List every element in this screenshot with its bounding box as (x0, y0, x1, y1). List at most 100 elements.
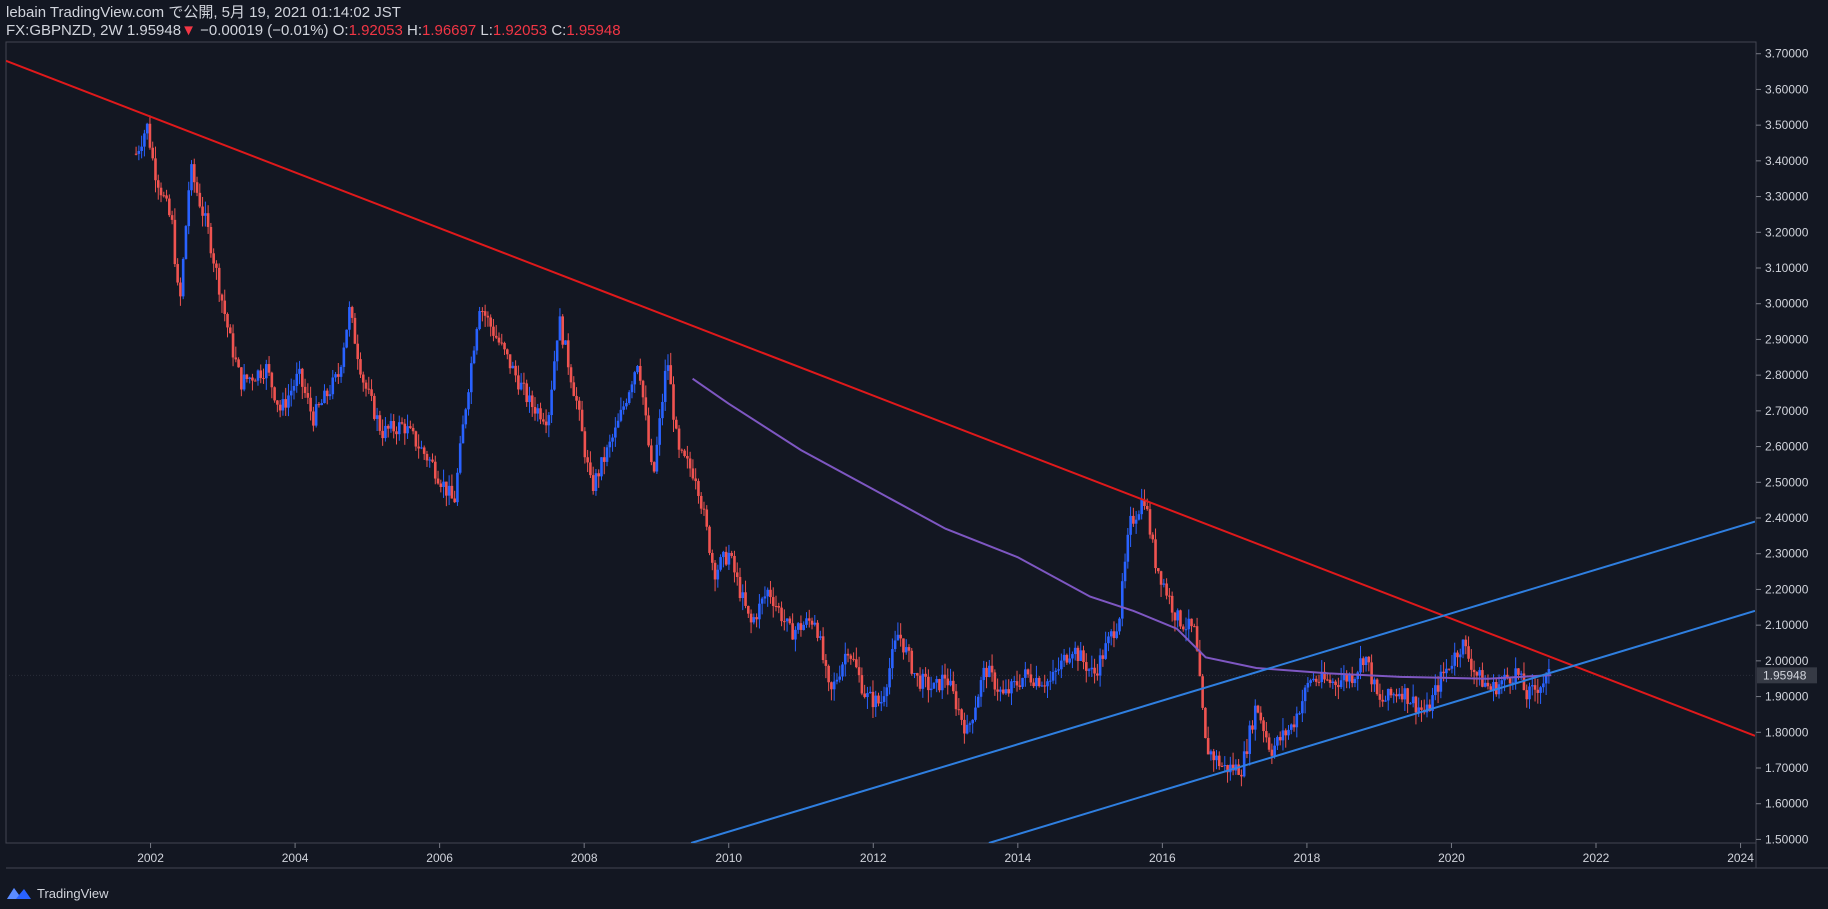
candle-body (176, 264, 179, 283)
candle-body (935, 679, 938, 683)
candle-body (320, 403, 323, 406)
candle-body (528, 395, 531, 403)
candle-body (824, 660, 828, 666)
candle-body (1143, 499, 1146, 506)
candle-body (240, 367, 243, 390)
candle-body (353, 317, 357, 344)
high-label: H: (406, 22, 422, 39)
candle-body (1359, 658, 1362, 673)
last-price: 1.95948 (126, 22, 182, 39)
y-tick-label: 1.70000 (1765, 761, 1809, 775)
candle-body (314, 404, 318, 426)
candle-body (1486, 682, 1490, 687)
candle-body (1301, 701, 1304, 714)
candle-body (1165, 583, 1168, 596)
candle-body (1240, 774, 1243, 777)
candle-body (783, 621, 786, 623)
candle-body (1364, 656, 1368, 666)
candle-body (644, 397, 648, 416)
candle-body (198, 192, 202, 207)
candle-body (262, 378, 265, 380)
candle-body (661, 401, 664, 419)
candle-body (627, 392, 631, 403)
candle-body (1248, 725, 1252, 754)
candle-body (1445, 668, 1448, 674)
candle-body (1475, 672, 1479, 676)
candle-body (1024, 669, 1027, 678)
candle-body (841, 664, 844, 677)
candle-body (1073, 647, 1077, 655)
candle-body (555, 340, 559, 362)
candle-body (195, 182, 199, 193)
candle-body (1148, 509, 1152, 535)
candle-body (1217, 755, 1221, 767)
candle-body (1137, 514, 1141, 520)
candle-body (608, 441, 612, 448)
candle-body (1494, 681, 1498, 695)
candle-body (505, 349, 509, 355)
candle-body (1184, 629, 1188, 631)
candle-body (807, 618, 811, 621)
candle-body (536, 408, 540, 414)
candle-body (1098, 655, 1102, 676)
candle-body (1193, 626, 1196, 628)
candle-body (666, 365, 670, 371)
candle-body (561, 316, 565, 345)
candle-body (234, 357, 238, 360)
candle-body (927, 676, 930, 691)
candle-body (730, 552, 733, 556)
candle-body (431, 459, 434, 462)
candle-body (361, 374, 365, 383)
candle-body (1320, 671, 1324, 683)
footer-brand: TradingView (37, 885, 109, 901)
candle-body (949, 680, 952, 686)
candles (134, 115, 1551, 787)
candle-body (420, 447, 423, 449)
candle-body (871, 691, 875, 708)
candle-body (830, 682, 833, 690)
candle-body (1450, 665, 1454, 669)
candle-body (539, 408, 542, 420)
candle-body (298, 368, 301, 374)
candle-body (1373, 679, 1376, 685)
candle-body (273, 387, 276, 401)
candle-body (586, 457, 589, 463)
candle-body (968, 723, 972, 725)
candle-body (447, 485, 451, 496)
candle-body (952, 680, 955, 692)
candle-body (1395, 694, 1398, 697)
candle-body (511, 365, 515, 369)
candle-body (334, 374, 337, 378)
candle-body (575, 395, 578, 401)
candle-body (287, 395, 290, 408)
candle-body (359, 359, 362, 375)
candle-body (1483, 682, 1487, 687)
low-label: L: (480, 22, 493, 39)
candle-body (1323, 671, 1326, 680)
candle-body (1273, 745, 1276, 756)
candle-body (1295, 713, 1299, 728)
candle-body (542, 419, 545, 422)
candle-body (904, 647, 908, 653)
candle-body (1511, 682, 1515, 684)
candle-body (1129, 515, 1132, 535)
candle-body (616, 420, 620, 428)
tradingview-footer[interactable]: TradingView (6, 883, 109, 903)
candle-body (566, 340, 570, 368)
candle-body (965, 724, 969, 734)
candle-body (993, 672, 997, 690)
candle-body (1181, 626, 1185, 630)
candle-body (1314, 678, 1318, 682)
candle-body (702, 508, 706, 510)
candle-body (248, 377, 251, 379)
x-tick-label: 2022 (1583, 851, 1610, 865)
candle-body (1118, 618, 1121, 632)
candle-body (475, 329, 479, 351)
candle-body (697, 481, 700, 496)
candle-body (389, 421, 393, 429)
candle-body (1029, 674, 1033, 683)
candle-body (1256, 705, 1260, 713)
candle-body (849, 655, 853, 659)
candle-body (1212, 751, 1216, 761)
